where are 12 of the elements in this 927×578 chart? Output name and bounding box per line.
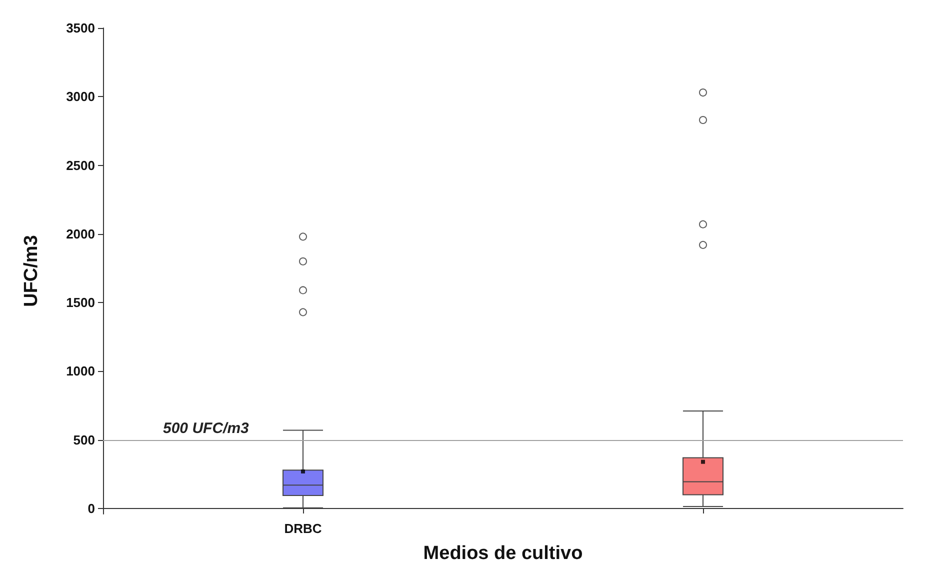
y-axis-title: UFC/m3 — [21, 235, 42, 307]
y-tick-label: 2000 — [66, 226, 95, 242]
y-tick-label: 1000 — [66, 364, 95, 379]
y-tick-label: 0 — [88, 501, 95, 516]
y-tick-label: 500 — [73, 432, 95, 448]
y-tick-label: 3000 — [66, 89, 95, 104]
y-tick-label: 1500 — [66, 295, 95, 310]
y-tick-label: 2500 — [66, 158, 95, 173]
y-tick-label: 3500 — [66, 20, 95, 36]
x-tick-label: DRBC — [284, 521, 322, 536]
x-axis-title: Medios de cultivo — [423, 543, 583, 564]
ref-line-label: 500 UFC/m3 — [163, 420, 250, 437]
